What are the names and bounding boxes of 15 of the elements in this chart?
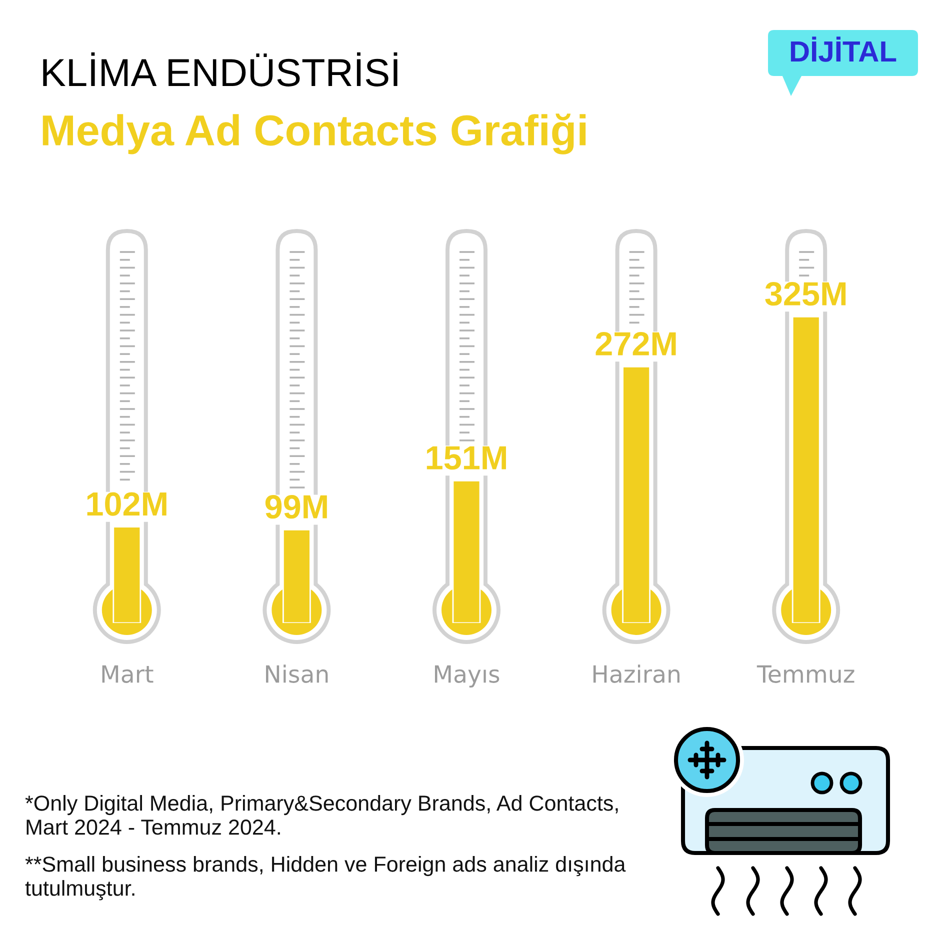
chart-subtitle: Medya Ad Contacts Grafiği — [42, 114, 586, 154]
x-tick-label: Mayıs — [434, 665, 500, 688]
data-label: 102M — [87, 492, 166, 516]
data-label: 325M — [765, 282, 846, 306]
x-tick-label: Mart — [102, 665, 154, 683]
data-label: 99M — [265, 495, 327, 519]
x-tick-label: Nisan — [266, 664, 328, 683]
text: DİJİTAL — [790, 36, 896, 62]
text: **Small business brands, Hidden ve Foreign ads analiz dışında tutulmuştur. — [25, 856, 626, 900]
chart-title: KLİMA ENDÜSTRİSİ — [43, 52, 398, 86]
data-label: 272M — [596, 332, 676, 356]
x-tick-label: Temmuz — [756, 665, 854, 683]
x-tick-label: Haziran — [593, 664, 680, 683]
text: *Only Digital Media, Primary&Secondary Brands, Ad Contacts, Mart 2024 - Temmuz 2024. — [25, 795, 618, 835]
data-label: 151M — [426, 446, 506, 470]
